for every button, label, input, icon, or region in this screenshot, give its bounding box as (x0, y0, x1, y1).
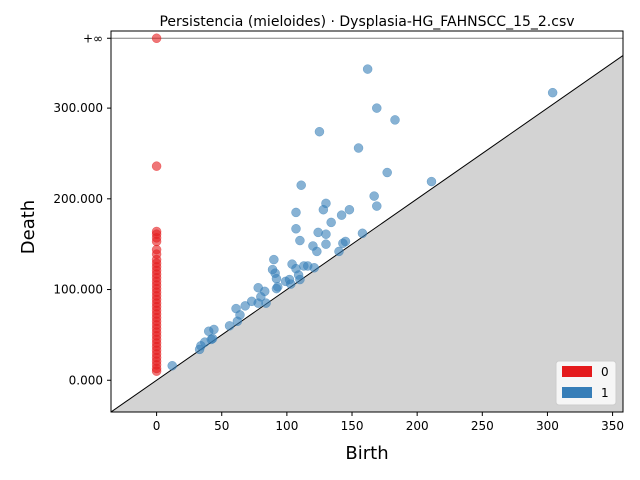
legend-swatch-0 (562, 366, 592, 377)
data-point-dim-1 (269, 254, 279, 265)
data-point-dim-1 (353, 143, 364, 153)
data-point-dim-0 (151, 236, 162, 247)
data-point-dim-0 (151, 366, 162, 376)
x-tick-label: 150 (341, 419, 364, 433)
plot-frame (110, 30, 624, 413)
y-axis-title: Death (18, 200, 39, 254)
x-tick-label: 0 (153, 419, 161, 433)
data-point-dim-1 (369, 191, 379, 201)
data-point-dim-1 (261, 298, 271, 308)
y-tick-label: 300.000 (53, 101, 103, 115)
data-point-dim-1 (426, 176, 437, 187)
data-point-dim-1 (167, 360, 177, 371)
x-tick-label: 300 (536, 419, 559, 433)
diagonal-line (111, 54, 623, 412)
x-tick-label: 100 (275, 419, 298, 433)
data-point-dim-1 (390, 115, 400, 125)
data-point-dim-1 (362, 64, 373, 74)
data-point-dim-1 (194, 344, 205, 355)
data-point-dim-1 (296, 180, 306, 190)
data-point-dim-1 (344, 204, 355, 215)
x-tick-label: 50 (214, 419, 229, 433)
data-point-dim-1 (206, 334, 217, 345)
data-point-dim-1 (321, 239, 331, 249)
data-point-dim-1 (291, 224, 301, 234)
points-layer (151, 33, 558, 376)
data-point-dim-1 (240, 301, 250, 311)
y-tick-label: 0.000 (69, 373, 103, 387)
data-point-dim-1 (547, 87, 558, 98)
data-point-dim-1 (286, 279, 296, 289)
data-point-dim-1 (295, 235, 305, 246)
data-point-dim-1 (318, 204, 329, 215)
x-axis-ticks: 0 50 100 150 200 250 300 350 (153, 412, 624, 433)
legend: 0 1 (555, 360, 617, 406)
y-tick-label: 200.000 (53, 192, 103, 206)
x-tick-label: 200 (406, 419, 429, 433)
data-point-dim-1 (372, 103, 382, 113)
legend-swatch-1 (562, 387, 592, 398)
data-point-dim-1 (291, 207, 301, 218)
data-point-dim-0 (151, 161, 162, 171)
data-point-dim-1 (313, 227, 323, 238)
data-point-dim-1 (295, 274, 305, 285)
y-axis-ticks: 0.000 100.000 200.000 300.000 (53, 101, 111, 387)
data-point-dim-1 (382, 167, 392, 178)
data-point-dim-1 (372, 201, 382, 211)
data-point-dim-1 (336, 210, 347, 220)
data-point-dim-1 (312, 246, 322, 257)
data-point-dim-1 (232, 316, 243, 327)
data-point-dim-1 (326, 217, 336, 228)
data-point-dim-0 (151, 33, 162, 44)
data-point-dim-1 (271, 273, 282, 284)
data-point-dim-1 (314, 126, 325, 137)
legend-label-1: 1 (601, 386, 609, 400)
data-point-dim-1 (224, 321, 235, 331)
data-point-dim-1 (321, 229, 331, 239)
x-tick-label: 350 (601, 419, 624, 433)
data-point-dim-1 (334, 246, 344, 257)
data-point-dim-1 (357, 228, 368, 239)
data-point-dim-1 (271, 283, 282, 294)
x-axis-title: Birth (345, 443, 388, 464)
infinity-line-layer: +∞ (83, 31, 623, 45)
chart-title: Persistencia (mieloides) · Dysplasia-HG_… (159, 14, 574, 30)
data-point-dim-1 (309, 263, 319, 273)
y-tick-label: 100.000 (53, 283, 103, 297)
legend-label-0: 0 (601, 365, 609, 379)
y-tick-label-infinity: +∞ (83, 31, 103, 45)
data-point-dim-1 (338, 238, 348, 249)
x-tick-label: 250 (471, 419, 494, 433)
